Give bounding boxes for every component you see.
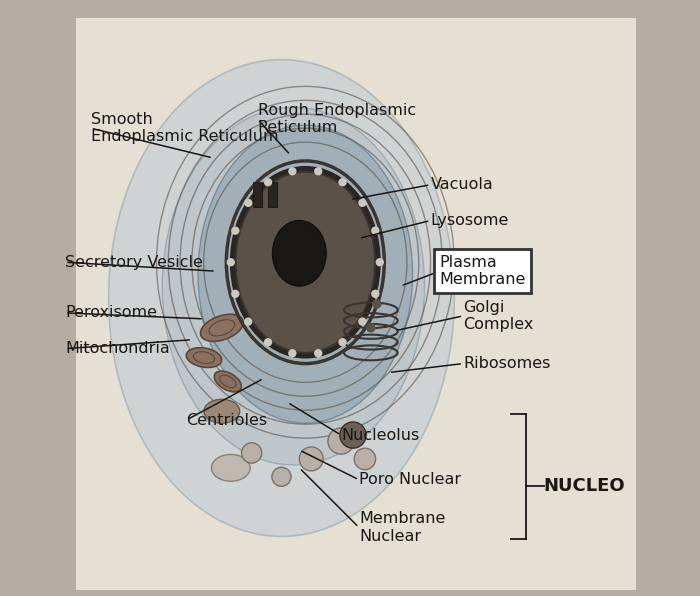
Bar: [268, 182, 277, 207]
Circle shape: [366, 323, 376, 333]
Ellipse shape: [200, 314, 244, 342]
Circle shape: [288, 349, 297, 358]
Circle shape: [300, 447, 323, 471]
Ellipse shape: [235, 172, 375, 353]
Ellipse shape: [108, 60, 454, 536]
Circle shape: [328, 428, 354, 454]
Text: Poro Nuclear: Poro Nuclear: [359, 472, 461, 488]
Circle shape: [338, 178, 346, 187]
Ellipse shape: [162, 107, 424, 465]
Circle shape: [314, 167, 323, 175]
Circle shape: [338, 338, 346, 346]
Text: Peroxisome: Peroxisome: [65, 305, 157, 321]
Circle shape: [264, 338, 272, 346]
Text: NUCLEO: NUCLEO: [544, 477, 625, 495]
Circle shape: [231, 226, 239, 235]
Circle shape: [360, 275, 370, 285]
Text: Membrane
Nuclear: Membrane Nuclear: [359, 511, 445, 544]
Circle shape: [288, 167, 297, 175]
Text: Vacuola: Vacuola: [430, 177, 494, 193]
Text: Mitochondria: Mitochondria: [65, 341, 170, 356]
Ellipse shape: [204, 399, 239, 423]
Circle shape: [244, 318, 253, 326]
Text: Nucleolus: Nucleolus: [341, 427, 419, 443]
Circle shape: [372, 299, 382, 309]
Text: Rough Endoplasmic
Reticulum: Rough Endoplasmic Reticulum: [258, 103, 416, 135]
Text: Ribosomes: Ribosomes: [463, 356, 551, 371]
Circle shape: [264, 178, 272, 187]
Ellipse shape: [186, 347, 222, 368]
Circle shape: [371, 290, 379, 298]
Circle shape: [272, 467, 291, 486]
Circle shape: [231, 290, 239, 298]
Text: Centrioles: Centrioles: [186, 412, 267, 428]
Text: Lysosome: Lysosome: [430, 213, 509, 228]
Circle shape: [340, 422, 366, 448]
Circle shape: [371, 226, 379, 235]
Text: Golgi
Complex: Golgi Complex: [463, 300, 533, 332]
Ellipse shape: [198, 125, 412, 423]
Circle shape: [227, 258, 235, 266]
Circle shape: [358, 318, 367, 326]
Ellipse shape: [211, 454, 250, 481]
Ellipse shape: [214, 371, 241, 392]
Bar: [253, 182, 262, 207]
Text: Plasma
Membrane: Plasma Membrane: [440, 255, 526, 287]
Ellipse shape: [272, 221, 326, 286]
Text: Smooth
Endoplasmic Reticulum: Smooth Endoplasmic Reticulum: [91, 112, 279, 144]
Circle shape: [376, 258, 384, 266]
Circle shape: [241, 443, 262, 463]
Circle shape: [314, 349, 323, 358]
Text: Secretory Vesicle: Secretory Vesicle: [65, 254, 203, 270]
Circle shape: [354, 448, 376, 470]
Circle shape: [244, 198, 253, 207]
Circle shape: [358, 198, 367, 207]
